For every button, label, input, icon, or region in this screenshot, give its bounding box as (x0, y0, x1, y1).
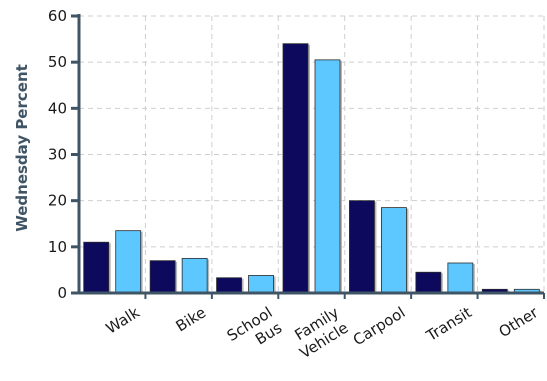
bar-walk-series-1 (83, 241, 110, 294)
bar-family-vehicle-series-2 (314, 59, 341, 294)
bar-school-bus-series-2 (248, 275, 274, 294)
x-category-label-line: Carpool (350, 303, 409, 349)
x-category-label: Bike (173, 303, 210, 335)
x-category-label: Transit (422, 303, 475, 345)
y-tick-label: 30 (48, 146, 67, 164)
y-tick-label: 40 (48, 99, 67, 117)
y-tick-label: 0 (57, 284, 67, 302)
y-tick-label: 20 (48, 192, 67, 210)
bar-carpool-series-2 (381, 207, 407, 294)
y-axis-title: Wednesday Percent (13, 64, 31, 232)
x-category-label-line: Bike (173, 303, 210, 335)
x-category-label-line: Walk (103, 303, 143, 337)
y-tick-labels: 0 10 20 30 40 50 60 (48, 7, 67, 302)
y-tick-label: 10 (48, 238, 67, 256)
bars (83, 43, 542, 295)
x-category-label: Walk (103, 303, 143, 337)
bar-walk-series-2 (115, 230, 142, 294)
bar-bike-series-2 (181, 257, 208, 294)
y-tick-label: 50 (48, 53, 67, 71)
x-category-label-line: Transit (422, 303, 475, 345)
bar-bike-series-1 (149, 260, 176, 294)
grid-lines (79, 15, 545, 293)
y-tick-label: 60 (48, 7, 67, 25)
x-category-label: Carpool (350, 303, 409, 349)
bar-school-bus-series-1 (216, 277, 242, 294)
bar-carpool-series-1 (349, 200, 375, 294)
axes (71, 14, 545, 299)
x-category-label-line: Other (496, 303, 542, 341)
bar-transit-series-2 (447, 262, 474, 294)
x-category-label: Other (496, 303, 542, 341)
bar-transit-series-1 (415, 271, 442, 294)
bar-family-vehicle-series-1 (282, 43, 309, 294)
